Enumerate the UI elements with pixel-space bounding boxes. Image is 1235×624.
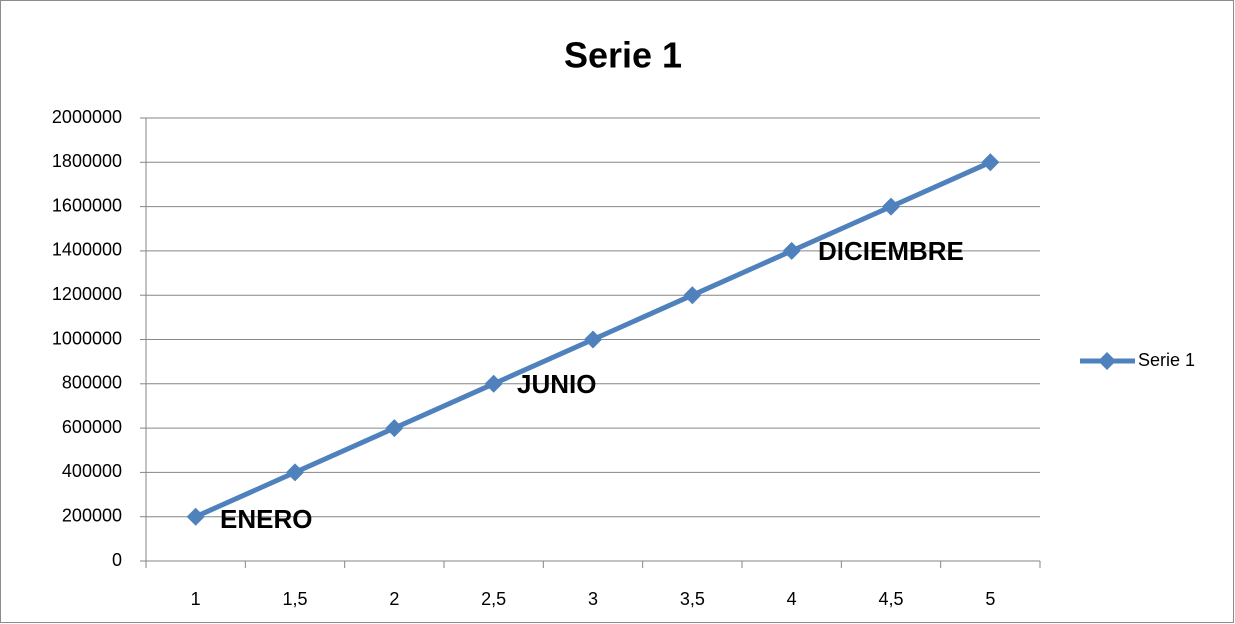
point-marker — [186, 507, 205, 526]
y-tick-label: 400000 — [62, 461, 122, 481]
y-tick-label: 1000000 — [52, 328, 122, 348]
x-tick-label: 4 — [787, 589, 797, 609]
annotation: ENERO — [220, 504, 312, 534]
chart-title: Serie 1 — [564, 35, 682, 76]
x-tick-label: 3,5 — [680, 589, 705, 609]
legend-marker — [1098, 352, 1116, 370]
x-tick-label: 1 — [191, 589, 201, 609]
y-tick-label: 200000 — [62, 505, 122, 525]
y-tick-label: 600000 — [62, 417, 122, 437]
point-marker — [782, 241, 801, 260]
y-tick-label: 1200000 — [52, 284, 122, 304]
x-tick-label: 2 — [389, 589, 399, 609]
point-marker — [981, 153, 1000, 172]
annotation: DICIEMBRE — [818, 236, 964, 266]
y-tick-label: 1800000 — [52, 151, 122, 171]
annotation: JUNIO — [517, 369, 596, 399]
point-marker — [882, 197, 900, 216]
y-tick-label: 2000000 — [52, 107, 122, 127]
y-tick-label: 800000 — [62, 373, 122, 393]
point-marker — [584, 330, 602, 349]
point-marker — [683, 286, 702, 305]
x-tick-label: 1,5 — [282, 589, 307, 609]
x-tick-label: 2,5 — [481, 589, 506, 609]
x-tick-label: 5 — [985, 589, 995, 609]
y-tick-label: 1400000 — [52, 240, 122, 260]
y-tick-label: 1600000 — [52, 195, 122, 215]
point-marker — [286, 463, 304, 482]
x-tick-label: 3 — [588, 589, 598, 609]
legend-label: Serie 1 — [1138, 350, 1195, 370]
y-tick-label: 0 — [112, 550, 122, 570]
point-marker — [385, 419, 404, 438]
point-marker — [484, 374, 503, 393]
x-tick-label: 4,5 — [878, 589, 903, 609]
